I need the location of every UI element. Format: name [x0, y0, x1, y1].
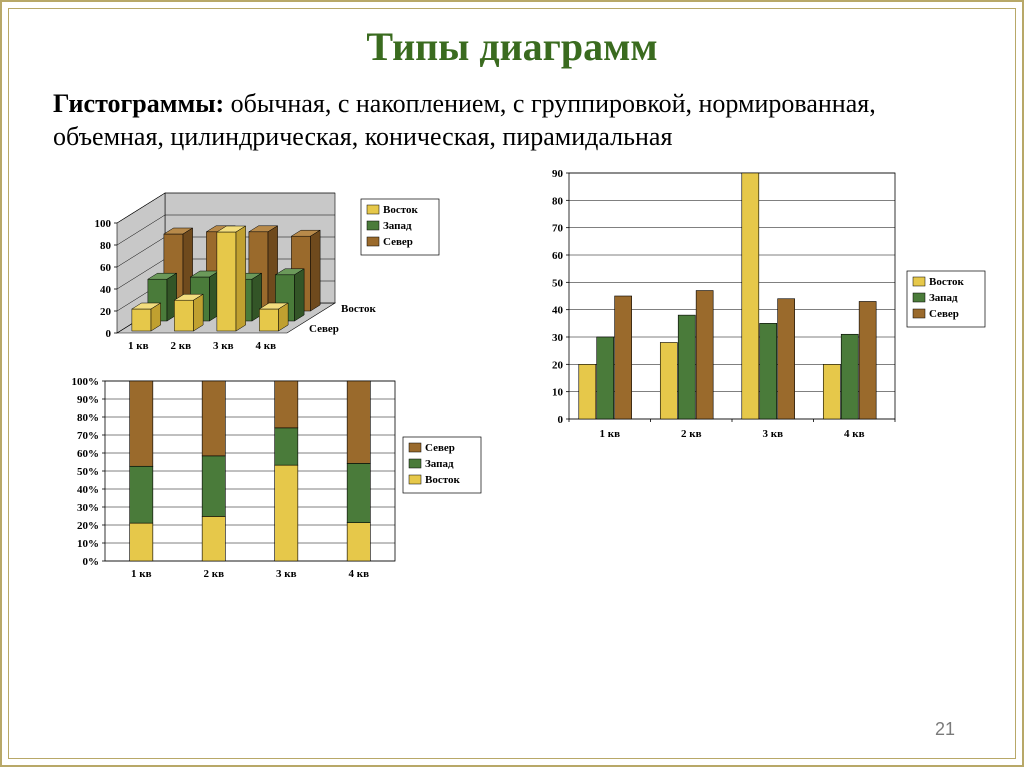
svg-text:4 кв: 4 кв: [844, 428, 865, 440]
chart-2d-clustered: 0 10 20 30 40 50 60 70 80 90 1 кв 2 кв 3 кв 4 кв Восто…: [525, 165, 1005, 445]
svg-text:Восток: Восток: [425, 474, 460, 486]
chart-100pct-stacked: 0% 10% 20% 30% 40% 50% 60% 70% 80% 90% 100% 1 кв 2 к…: [55, 375, 495, 585]
svg-text:Север: Север: [425, 442, 455, 454]
svg-text:3 кв: 3 кв: [762, 428, 783, 440]
svg-text:20: 20: [552, 359, 564, 371]
svg-text:80: 80: [552, 195, 564, 207]
svg-text:50%: 50%: [77, 466, 99, 478]
svg-text:90%: 90%: [77, 394, 99, 406]
body-bold: Гистограммы:: [53, 89, 224, 118]
svg-text:Запад: Запад: [425, 458, 454, 470]
svg-text:20%: 20%: [77, 520, 99, 532]
svg-text:60: 60: [552, 250, 564, 262]
svg-text:1 кв: 1 кв: [599, 428, 620, 440]
svg-text:40%: 40%: [77, 484, 99, 496]
svg-text:70: 70: [552, 223, 564, 235]
svg-text:Запад: Запад: [929, 292, 958, 304]
charts-area: 0204060801001 кв2 кв3 кв4 квСеверВостокВ…: [45, 165, 979, 605]
page-number: 21: [935, 719, 955, 740]
svg-text:0: 0: [106, 328, 112, 340]
svg-text:Север: Север: [309, 323, 339, 335]
svg-text:40: 40: [552, 305, 564, 317]
svg-text:0: 0: [558, 414, 564, 426]
chart-3d: 0204060801001 кв2 кв3 кв4 квСеверВостокВ…: [55, 175, 455, 365]
svg-text:2 кв: 2 кв: [203, 568, 224, 580]
svg-text:Север: Север: [929, 308, 959, 320]
svg-text:3 кв: 3 кв: [276, 568, 297, 580]
svg-text:2 кв: 2 кв: [170, 340, 191, 352]
svg-text:100: 100: [95, 218, 112, 230]
svg-text:2 кв: 2 кв: [681, 428, 702, 440]
svg-text:Восток: Восток: [383, 204, 418, 216]
slide-body: Гистограммы: обычная, с накоплением, с г…: [53, 88, 971, 153]
svg-text:10: 10: [552, 387, 564, 399]
svg-text:4 кв: 4 кв: [255, 340, 276, 352]
svg-text:4 кв: 4 кв: [348, 568, 369, 580]
svg-text:20: 20: [100, 306, 112, 318]
svg-text:80: 80: [100, 240, 112, 252]
svg-text:70%: 70%: [77, 430, 99, 442]
svg-text:Восток: Восток: [341, 303, 376, 315]
slide-title: Типы диаграмм: [45, 23, 979, 70]
svg-text:Север: Север: [383, 236, 413, 248]
svg-text:50: 50: [552, 277, 564, 289]
svg-text:1 кв: 1 кв: [131, 568, 152, 580]
svg-text:60: 60: [100, 262, 112, 274]
svg-text:Запад: Запад: [383, 220, 412, 232]
svg-text:10%: 10%: [77, 538, 99, 550]
svg-text:90: 90: [552, 168, 564, 180]
svg-text:3 кв: 3 кв: [213, 340, 234, 352]
svg-text:60%: 60%: [77, 448, 99, 460]
svg-text:30%: 30%: [77, 502, 99, 514]
svg-text:1 кв: 1 кв: [128, 340, 149, 352]
svg-text:30: 30: [552, 332, 564, 344]
svg-text:100%: 100%: [72, 376, 100, 388]
svg-text:Восток: Восток: [929, 276, 964, 288]
svg-text:40: 40: [100, 284, 112, 296]
svg-text:80%: 80%: [77, 412, 99, 424]
svg-text:0%: 0%: [83, 556, 100, 568]
